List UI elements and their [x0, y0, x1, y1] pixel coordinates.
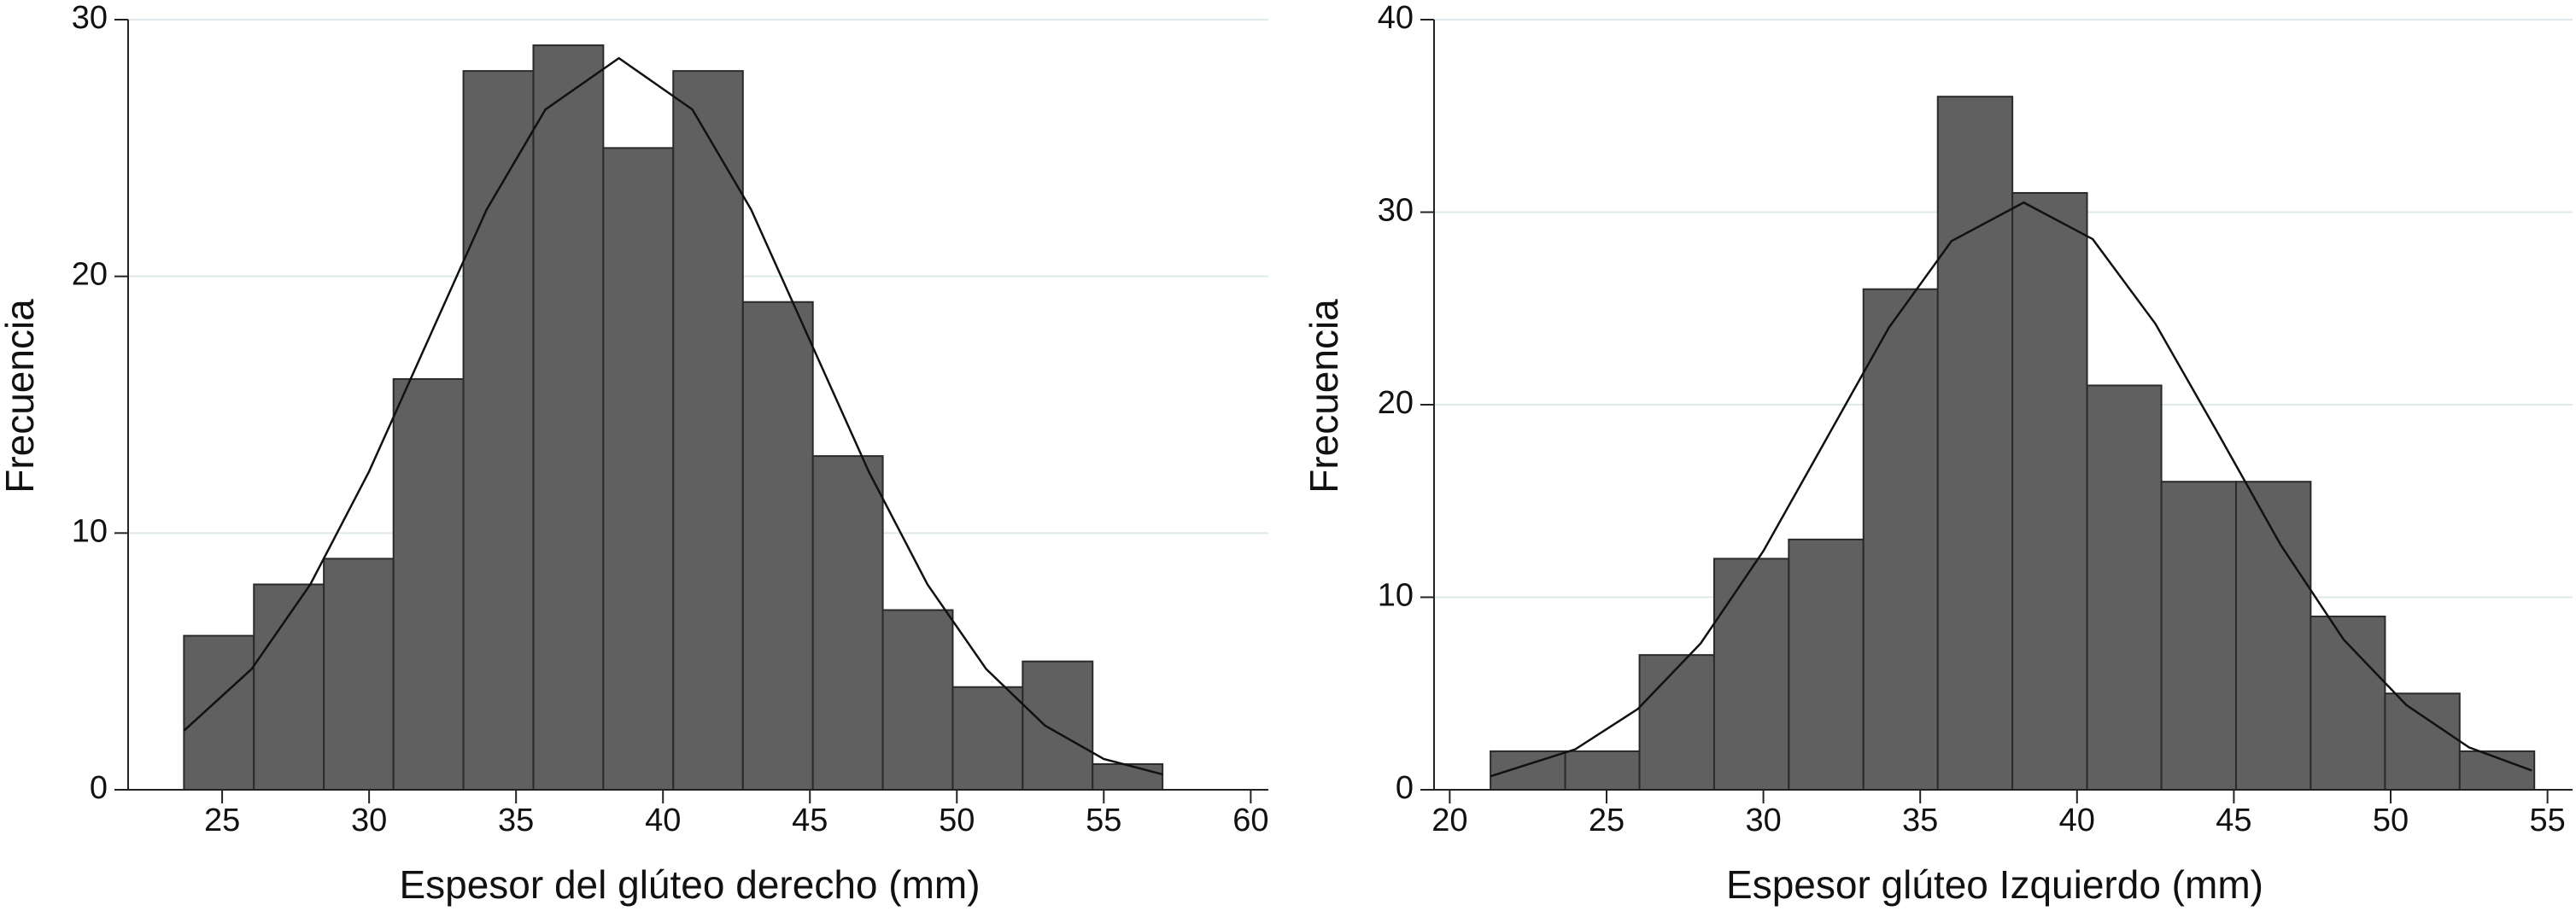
bar — [462, 70, 535, 791]
bar — [881, 609, 954, 791]
bar — [2384, 692, 2461, 791]
x-tick-label: 55 — [2529, 803, 2565, 838]
y-tick-label: 40 — [1378, 0, 1414, 36]
normal-curve — [183, 56, 1163, 776]
x-tick-label: 60 — [1232, 803, 1268, 838]
bar — [811, 455, 884, 791]
x-tick-label: 50 — [939, 803, 975, 838]
x-axis-label: Espesor glúteo Izquierdo (mm) — [1726, 862, 2263, 907]
y-tick-label: 30 — [1378, 193, 1414, 229]
bar — [602, 147, 675, 791]
x-tick-label: 35 — [1902, 803, 1938, 838]
bar — [2011, 191, 2088, 791]
bar — [2234, 481, 2312, 791]
y-tick-label: 0 — [90, 770, 108, 806]
normal-curve — [1490, 201, 2532, 778]
y-tick-label: 10 — [72, 513, 108, 549]
bar — [1788, 538, 1865, 791]
x-tick-label: 40 — [2059, 803, 2095, 838]
bar — [392, 377, 465, 791]
x-tick-label: 50 — [2373, 803, 2409, 838]
bar — [672, 70, 744, 791]
x-tick-label: 20 — [1431, 803, 1467, 838]
x-tick-label: 30 — [351, 803, 387, 838]
x-tick-label: 45 — [792, 803, 828, 838]
bar — [253, 583, 325, 791]
y-tick-label: 0 — [1396, 770, 1414, 806]
x-tick-label: 25 — [204, 803, 240, 838]
y-tick-label: 10 — [1378, 578, 1414, 614]
bar — [1712, 558, 1790, 791]
x-tick-label: 45 — [2216, 803, 2251, 838]
x-tick-label: 30 — [1745, 803, 1781, 838]
bar — [1022, 660, 1094, 791]
x-tick-label: 25 — [1589, 803, 1625, 838]
y-tick-label: 30 — [72, 0, 108, 36]
x-tick-label: 55 — [1086, 803, 1121, 838]
bar — [2086, 384, 2163, 791]
bar — [741, 301, 814, 791]
y-axis-label: Frecuencia — [0, 299, 42, 493]
bar — [1936, 96, 2014, 791]
bar — [1564, 750, 1641, 791]
bar — [1092, 762, 1164, 791]
bar — [183, 634, 255, 791]
y-axis-label: Frecuencia — [1302, 299, 1346, 493]
bar — [323, 558, 395, 791]
bar — [2160, 481, 2237, 791]
bar — [951, 686, 1024, 791]
y-tick-label: 20 — [1378, 385, 1414, 421]
x-tick-label: 35 — [498, 803, 534, 838]
bar — [1638, 654, 1715, 791]
bar — [1862, 288, 1939, 791]
bar — [1490, 750, 1566, 791]
x-axis-label: Espesor del glúteo derecho (mm) — [399, 862, 980, 907]
bar — [532, 44, 605, 791]
x-tick-label: 40 — [645, 803, 681, 838]
y-tick-label: 20 — [72, 257, 108, 293]
